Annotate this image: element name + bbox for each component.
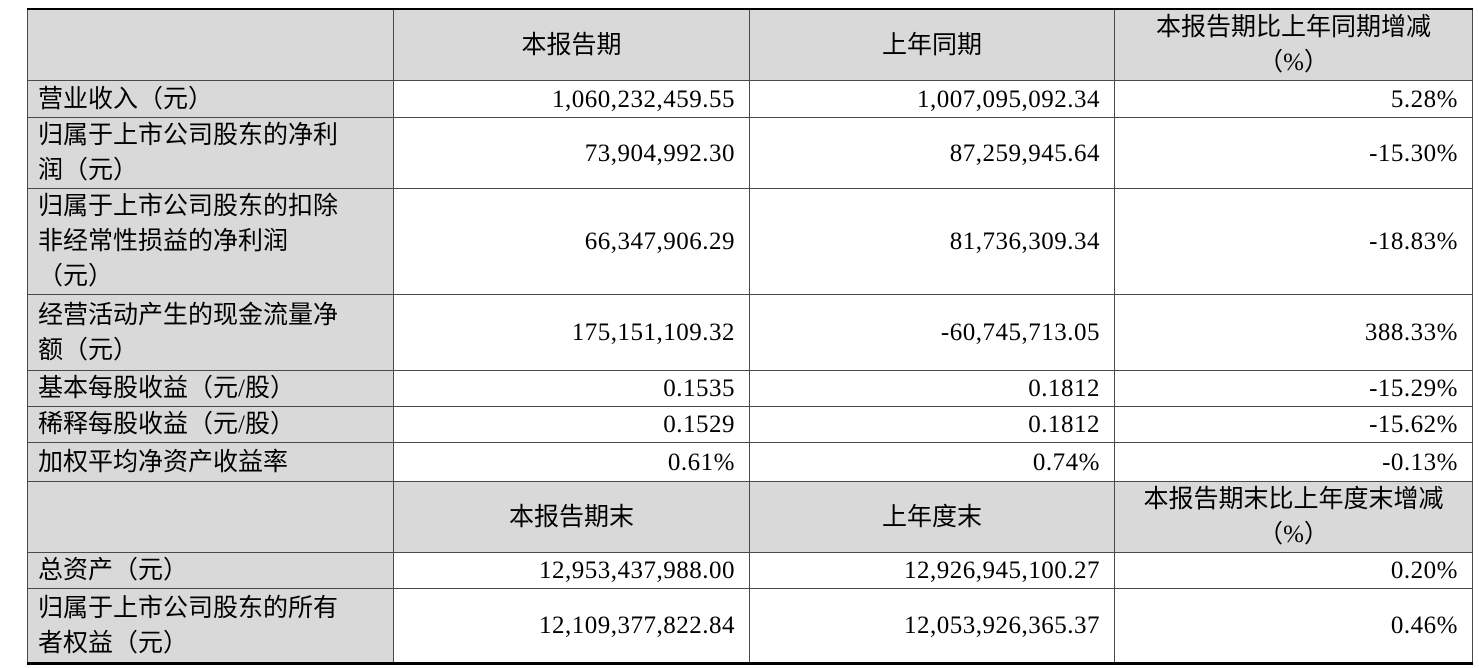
value-change: -15.29% [1114,370,1473,407]
value-change: -15.30% [1114,117,1473,189]
row-label-shareholders-equity: 归属于上市公司股东的所有 者权益（元） [27,588,394,664]
value-change: 0.46% [1114,588,1473,664]
header-blank-cell [27,481,394,553]
value-prior: 1,007,095,092.34 [749,80,1115,118]
table-row: 营业收入（元） 1,060,232,459.55 1,007,095,092.3… [27,80,1473,118]
row-label-diluted-eps: 稀释每股收益（元/股） [27,406,394,443]
value-prior: 81,736,309.34 [749,188,1115,295]
value-change: -15.62% [1114,406,1473,443]
value-current: 12,953,437,988.00 [393,552,750,589]
value-change: -18.83% [1114,188,1473,295]
value-prior: 12,926,945,100.27 [749,552,1115,589]
row-label-operating-cash-flow: 经营活动产生的现金流量净 额（元） [27,294,394,371]
period-header-row: 本报告期 上年同期 本报告期比上年同期增减 （%） [27,8,1473,81]
row-label-weighted-avg-roe: 加权平均净资产收益率 [27,442,394,482]
table-row: 总资产（元） 12,953,437,988.00 12,926,945,100.… [27,552,1473,589]
period-end-header-row: 本报告期末 上年度末 本报告期末比上年度末增减 （%） [27,481,1473,553]
table-row: 经营活动产生的现金流量净 额（元） 175,151,109.32 -60,745… [27,294,1473,371]
value-current: 66,347,906.29 [393,188,750,295]
value-prior: 0.74% [749,442,1115,482]
row-label-net-profit: 归属于上市公司股东的净利 润（元） [27,117,394,189]
header-period-change: 本报告期比上年同期增减 （%） [1114,8,1473,81]
value-current: 175,151,109.32 [393,294,750,371]
value-prior: -60,745,713.05 [749,294,1115,371]
value-current: 0.1535 [393,370,750,407]
row-label-basic-eps: 基本每股收益（元/股） [27,370,394,407]
row-label-net-profit-deducted: 归属于上市公司股东的扣除 非经常性损益的净利润 （元） [27,188,394,295]
value-current: 73,904,992.30 [393,117,750,189]
header-period-end-change: 本报告期末比上年度末增减 （%） [1114,481,1473,553]
table-row: 归属于上市公司股东的净利 润（元） 73,904,992.30 87,259,9… [27,117,1473,189]
header-prior-period: 上年同期 [749,8,1115,81]
table-row: 基本每股收益（元/股） 0.1535 0.1812 -15.29% [27,370,1473,407]
value-current: 0.61% [393,442,750,482]
value-prior: 12,053,926,365.37 [749,588,1115,664]
financial-summary-table: 本报告期 上年同期 本报告期比上年同期增减 （%） 营业收入（元） 1,060,… [27,8,1473,665]
header-current-period: 本报告期 [393,8,750,81]
table-row: 归属于上市公司股东的所有 者权益（元） 12,109,377,822.84 12… [27,588,1473,664]
value-prior: 0.1812 [749,370,1115,407]
table-row: 加权平均净资产收益率 0.61% 0.74% -0.13% [27,442,1473,482]
value-current: 1,060,232,459.55 [393,80,750,118]
header-current-period-end: 本报告期末 [393,481,750,553]
value-change: -0.13% [1114,442,1473,482]
header-blank-cell [27,8,394,81]
value-change: 388.33% [1114,294,1473,371]
value-current: 12,109,377,822.84 [393,588,750,664]
value-change: 5.28% [1114,80,1473,118]
row-label-total-assets: 总资产（元） [27,552,394,589]
row-label-operating-revenue: 营业收入（元） [27,80,394,118]
table-row: 稀释每股收益（元/股） 0.1529 0.1812 -15.62% [27,406,1473,443]
value-change: 0.20% [1114,552,1473,589]
header-prior-year-end: 上年度末 [749,481,1115,553]
table-row: 归属于上市公司股东的扣除 非经常性损益的净利润 （元） 66,347,906.2… [27,188,1473,295]
value-prior: 87,259,945.64 [749,117,1115,189]
value-current: 0.1529 [393,406,750,443]
value-prior: 0.1812 [749,406,1115,443]
